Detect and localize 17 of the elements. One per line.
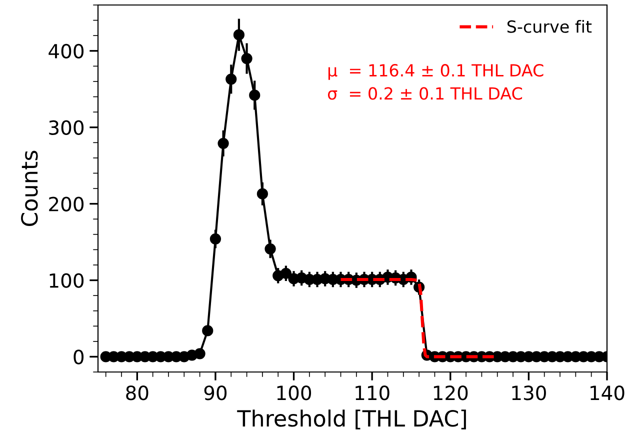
x-tick-label: 120 bbox=[434, 386, 468, 400]
annotation: σ = 0.2 ± 0.1 THL DAC bbox=[328, 87, 522, 100]
x-tick-label: 80 bbox=[126, 386, 148, 400]
y-tick-label: 100 bbox=[50, 273, 84, 288]
y-tick-label: 200 bbox=[49, 196, 84, 212]
x-tick-label: 100 bbox=[277, 386, 312, 400]
x-tick-label: 130 bbox=[512, 386, 546, 400]
x-tick-label: 110 bbox=[356, 386, 390, 400]
annotation: μ = 116.4 ± 0.1 THL DAC bbox=[328, 64, 544, 80]
x-axis-title: Threshold [THL DAC] bbox=[237, 410, 466, 430]
y-tick-label: 300 bbox=[49, 120, 84, 135]
y-tick-label: 0 bbox=[74, 350, 84, 364]
x-tick-label: 140 bbox=[590, 386, 624, 400]
legend-label: S-curve fit bbox=[507, 20, 592, 33]
x-tick-label: 90 bbox=[204, 386, 227, 400]
y-axis-title: Counts bbox=[21, 150, 38, 226]
y-tick-label: 400 bbox=[48, 44, 84, 59]
